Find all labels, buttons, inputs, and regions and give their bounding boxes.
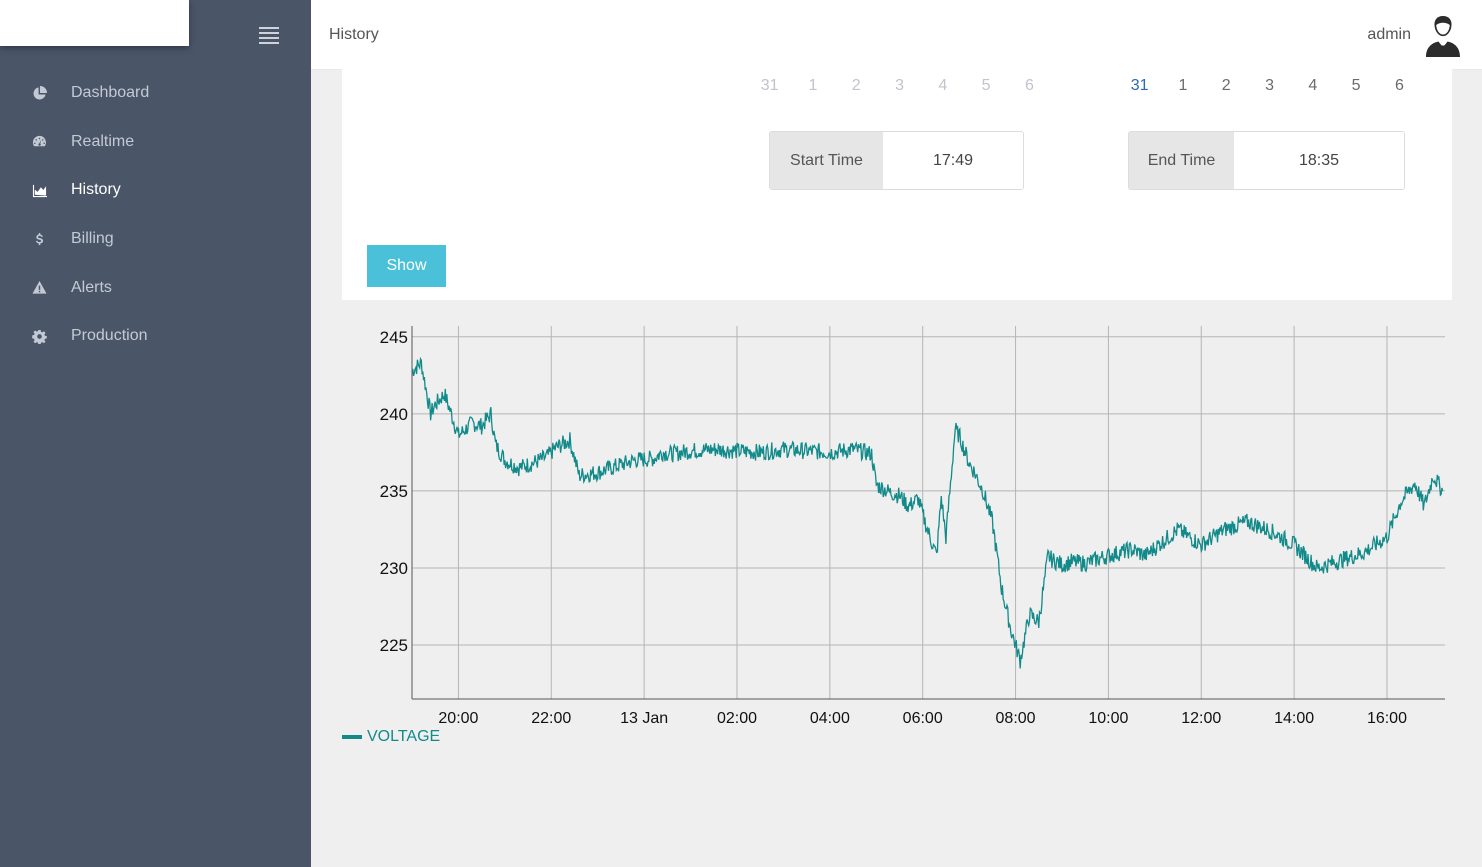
user-avatar-icon xyxy=(1426,16,1460,57)
warning-icon xyxy=(30,279,48,297)
user-name[interactable]: admin xyxy=(1367,26,1411,43)
chart-legend[interactable]: VOLTAGE xyxy=(342,728,440,746)
calendar-day[interactable]: 5 xyxy=(981,77,991,94)
calendar-day[interactable]: 5 xyxy=(1351,77,1361,94)
sidebar: Dashboard Realtime History Billing Alert… xyxy=(0,0,311,867)
sidebar-item-billing[interactable]: Billing xyxy=(0,215,311,264)
calendar-day[interactable]: 6 xyxy=(1024,77,1034,94)
gear-icon xyxy=(30,327,48,345)
sidebar-nav: Dashboard Realtime History Billing Alert… xyxy=(0,69,311,361)
start-time-label: Start Time xyxy=(770,132,883,189)
x-tick-label: 16:00 xyxy=(1367,710,1407,727)
legend-label: VOLTAGE xyxy=(367,728,441,745)
filter-panel: 31 1 2 3 4 5 6 31 1 2 3 4 5 6 Start Time… xyxy=(342,69,1452,300)
avatar[interactable] xyxy=(1424,13,1462,57)
sidebar-item-history[interactable]: History xyxy=(0,166,311,215)
calendar-day-selected[interactable]: 31 xyxy=(1130,77,1149,94)
x-tick-label: 10:00 xyxy=(1088,710,1128,727)
y-tick-label: 230 xyxy=(380,559,408,578)
voltage-history-chart: 20:00 22:00 13 Jan 02:00 04:00 06:00 08:00 10:0… xyxy=(380,326,1445,727)
calendar-day[interactable]: 3 xyxy=(1265,77,1274,94)
x-tick-label: 22:00 xyxy=(531,710,571,727)
calendar-day[interactable]: 3 xyxy=(895,77,904,94)
pie-chart-icon xyxy=(30,84,48,102)
x-tick-label: 02:00 xyxy=(717,710,757,727)
calendar-day[interactable]: 31 xyxy=(760,77,779,94)
sidebar-item-label: Realtime xyxy=(71,132,135,150)
calendar-day[interactable]: 2 xyxy=(1221,77,1231,94)
page-title: History xyxy=(329,26,379,43)
show-button[interactable]: Show xyxy=(367,245,446,287)
sidebar-item-label: Billing xyxy=(71,230,114,248)
sidebar-item-label: Dashboard xyxy=(71,84,150,102)
dashboard-gauge-icon xyxy=(30,133,48,151)
x-tick-label: 13 Jan xyxy=(620,710,668,727)
start-time-input[interactable] xyxy=(883,132,1023,189)
start-time-group: Start Time xyxy=(769,131,1024,190)
hamburger-menu-icon[interactable] xyxy=(259,27,279,44)
calendar-day[interactable]: 4 xyxy=(1308,77,1318,94)
sidebar-item-dashboard[interactable]: Dashboard xyxy=(0,69,311,118)
sidebar-item-label: Alerts xyxy=(71,278,112,296)
logo-area[interactable] xyxy=(0,0,189,46)
x-tick-label: 06:00 xyxy=(903,710,943,727)
end-calendar-row: 31 1 2 3 4 5 6 xyxy=(1118,77,1421,95)
y-tick-label: 225 xyxy=(380,636,408,655)
x-tick-label: 08:00 xyxy=(996,710,1036,727)
area-chart-icon xyxy=(30,181,48,199)
calendar-day[interactable]: 1 xyxy=(1178,77,1188,94)
sidebar-item-label: Production xyxy=(71,327,148,345)
top-bar: History admin xyxy=(311,0,1482,70)
end-time-label: End Time xyxy=(1129,132,1234,189)
start-calendar-row: 31 1 2 3 4 5 6 xyxy=(748,77,1051,95)
x-tick-label: 20:00 xyxy=(438,710,478,727)
end-time-input[interactable] xyxy=(1234,132,1404,189)
sidebar-item-alerts[interactable]: Alerts xyxy=(0,263,311,312)
calendar-day[interactable]: 2 xyxy=(851,77,861,94)
y-tick-label: 240 xyxy=(380,405,408,424)
sidebar-item-realtime[interactable]: Realtime xyxy=(0,118,311,167)
plot-area xyxy=(412,326,1445,699)
sidebar-item-production[interactable]: Production xyxy=(0,312,311,361)
calendar-day[interactable]: 6 xyxy=(1394,77,1404,94)
y-tick-label: 245 xyxy=(380,328,408,347)
x-tick-label: 14:00 xyxy=(1274,710,1314,727)
sidebar-item-label: History xyxy=(71,181,121,199)
legend-swatch xyxy=(342,735,362,739)
x-tick-label: 12:00 xyxy=(1181,710,1221,727)
y-tick-label: 235 xyxy=(380,482,408,501)
calendar-day[interactable]: 1 xyxy=(808,77,818,94)
calendar-day[interactable]: 4 xyxy=(938,77,948,94)
end-time-group: End Time xyxy=(1128,131,1405,190)
x-tick-label: 04:00 xyxy=(810,710,850,727)
dollar-icon xyxy=(30,230,48,248)
voltage-series-line xyxy=(411,356,1444,669)
